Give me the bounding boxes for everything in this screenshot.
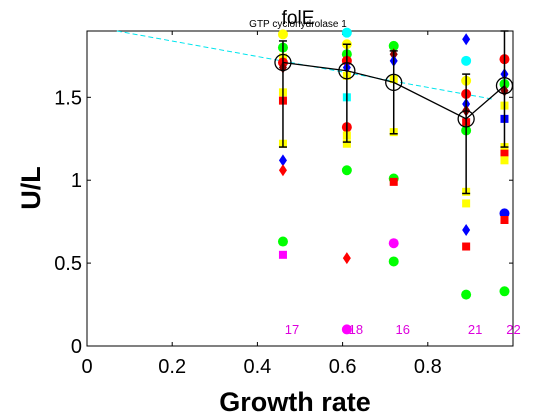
y-axis-label: U/L xyxy=(16,166,46,210)
count-label: 16 xyxy=(395,322,409,337)
data-point-square xyxy=(389,177,398,186)
data-point-square xyxy=(462,199,471,208)
y-tick-label: 1 xyxy=(71,170,82,192)
data-point-circle xyxy=(341,27,352,38)
data-point-circle xyxy=(277,236,288,247)
data-point-square xyxy=(462,242,471,251)
x-tick-label: 0.4 xyxy=(243,356,271,378)
mean-marker xyxy=(385,73,403,92)
data-point-circle xyxy=(341,165,352,176)
count-label: 22 xyxy=(506,322,520,337)
mean-markers xyxy=(274,53,514,128)
error-bars xyxy=(278,30,509,195)
mean-marker xyxy=(495,77,514,95)
mean-marker xyxy=(274,53,292,72)
data-point-circle xyxy=(461,289,472,300)
data-point-square xyxy=(500,149,509,158)
y-tick-label: 1.5 xyxy=(54,87,82,109)
data-point-circle xyxy=(499,208,510,219)
count-label: 17 xyxy=(285,322,299,337)
data-point-square xyxy=(500,216,509,224)
y-tick-label: 0.5 xyxy=(54,253,82,275)
y-axis: 0 0.5 1 1.5 xyxy=(54,87,513,358)
data-point-circle xyxy=(499,286,510,297)
x-axis: 0 0.2 0.4 0.6 0.8 xyxy=(81,31,442,378)
y-tick-label: 0 xyxy=(71,336,82,358)
count-label: 18 xyxy=(349,322,363,337)
count-label: 21 xyxy=(468,322,482,337)
data-point-diamond xyxy=(462,33,471,46)
chart-title: folE xyxy=(282,8,315,29)
data-point-diamond xyxy=(278,164,287,177)
data-point-circle xyxy=(388,40,399,51)
data-point-square xyxy=(500,156,509,165)
x-tick-label: 0.2 xyxy=(158,356,186,378)
data-point-square xyxy=(342,139,351,148)
data-point-diamond xyxy=(462,223,471,236)
data-point-circle xyxy=(341,324,352,335)
mean-marker xyxy=(338,62,356,80)
chart-subtitle: GTP cyclohydrolase 1 xyxy=(249,19,347,30)
data-point-circle xyxy=(461,55,472,66)
plot-area: 0 0.2 0.4 0.6 0.8 0 0.5 1 1.5 17 18 16 21 22 xyxy=(54,27,521,378)
data-point-circle xyxy=(277,29,288,40)
data-point-diamond xyxy=(342,252,351,265)
x-axis-label: Growth rate xyxy=(219,387,371,417)
x-tick-label: 0.6 xyxy=(329,356,357,378)
x-tick-label: 0.8 xyxy=(414,356,442,378)
mean-marker xyxy=(457,110,475,128)
count-labels: 17 18 16 21 22 xyxy=(285,322,521,337)
axes-box xyxy=(86,30,514,347)
data-point-circle xyxy=(388,238,399,249)
x-tick-label: 0 xyxy=(81,356,92,378)
mean-line xyxy=(282,61,505,120)
data-point-circle xyxy=(388,256,399,267)
data-point-diamond xyxy=(278,154,287,167)
data-point-square xyxy=(278,250,287,259)
